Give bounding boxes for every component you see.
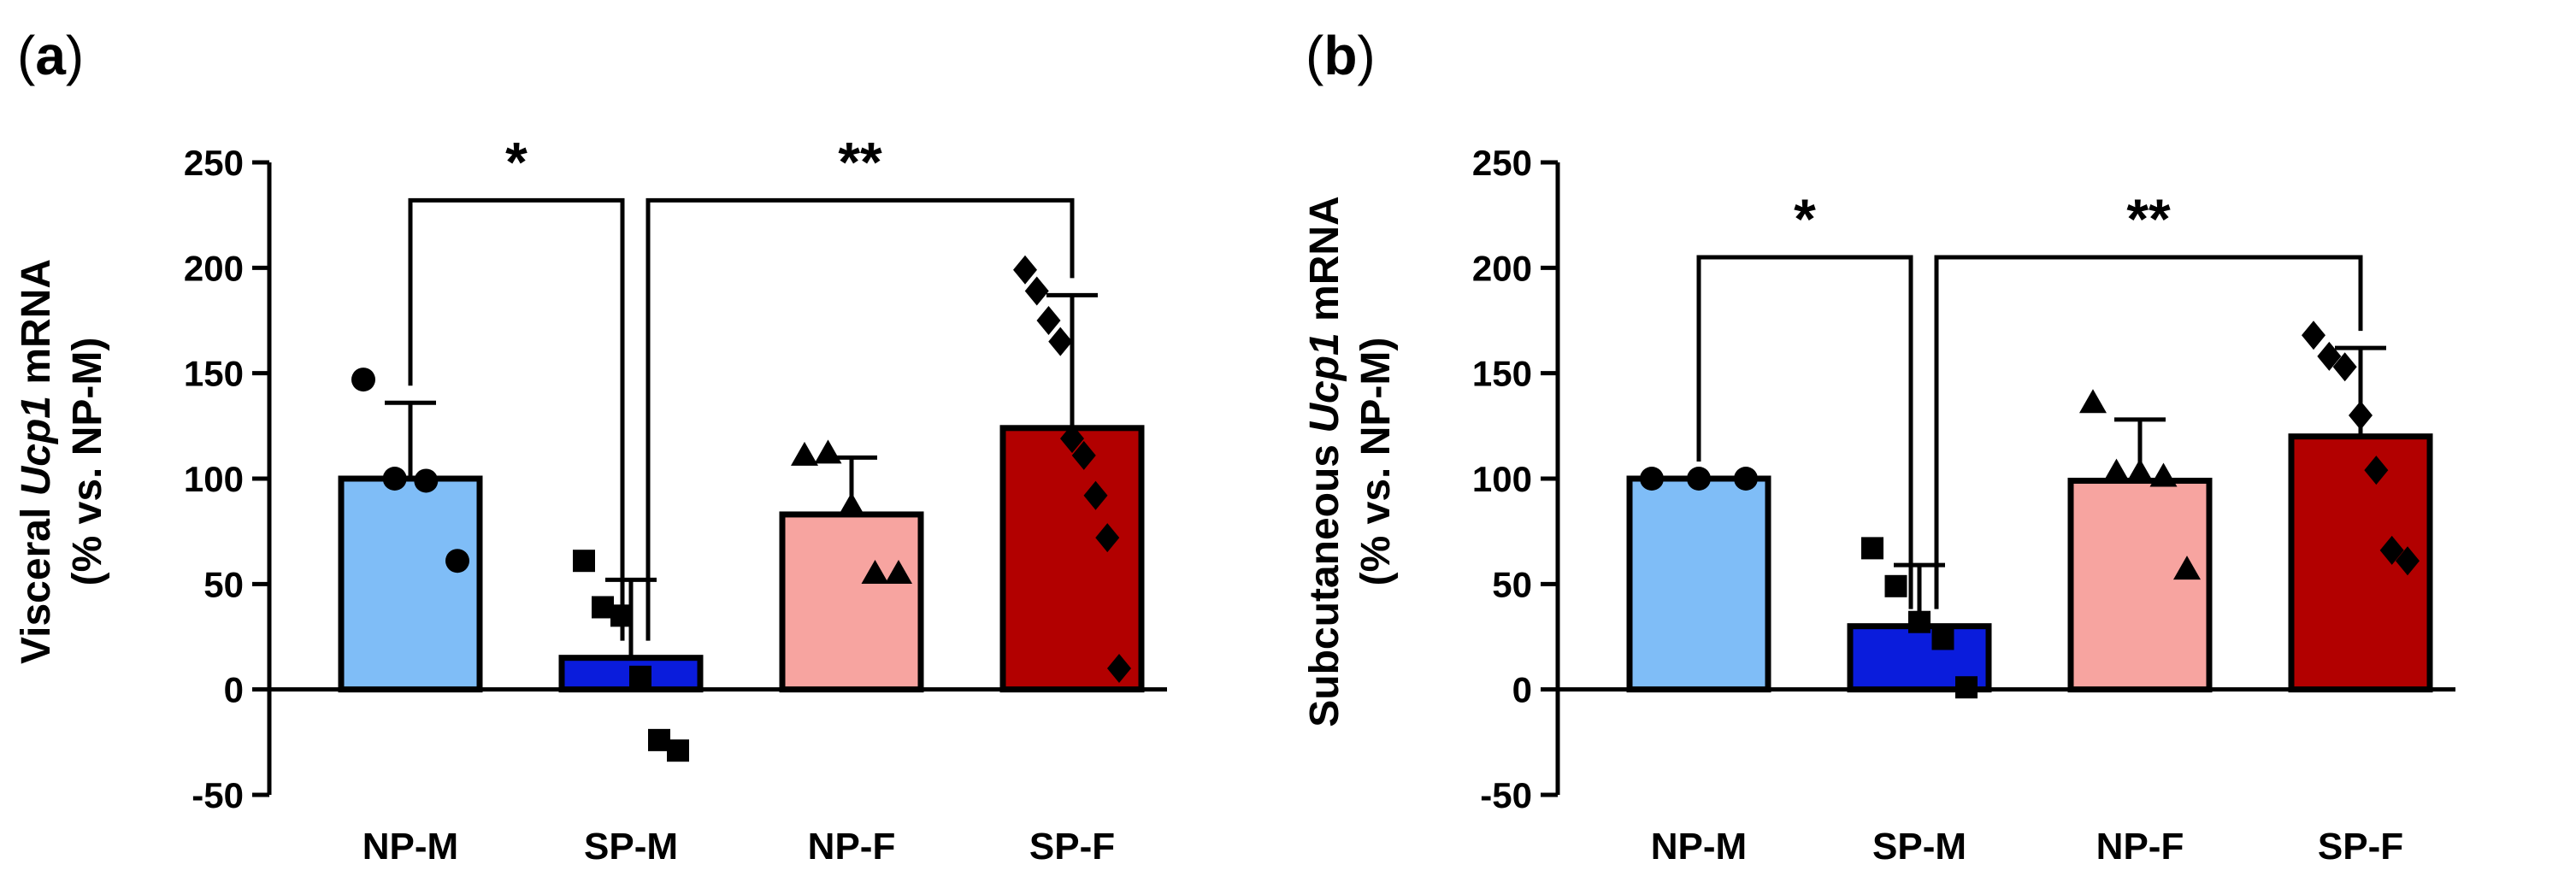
data-point-sp-m <box>648 728 670 751</box>
data-point-sp-f <box>2364 456 2389 485</box>
y-axis-label: Visceral Ucp1 mRNA <box>14 259 59 664</box>
data-point-np-f <box>838 492 865 517</box>
data-point-sp-m <box>592 596 614 619</box>
data-point-sp-f <box>1013 255 1037 285</box>
x-tick-label: SP-F <box>1029 826 1115 868</box>
y-tick-label: 200 <box>184 248 244 288</box>
y-axis-label-part: Visceral <box>14 496 59 664</box>
data-point-np-m <box>1734 467 1758 491</box>
significance-label: * <box>1794 187 1816 250</box>
bar-sp-f <box>999 425 1145 693</box>
y-axis-label-part: Ucp1 <box>14 396 59 496</box>
bar-np-m <box>338 475 483 693</box>
data-point-np-f <box>791 441 818 466</box>
data-point-sp-m <box>1884 574 1907 597</box>
y-axis-label-part: Subcutaneous <box>1302 433 1347 727</box>
data-point-np-m <box>414 468 439 493</box>
bar-chart-subcutaneous: Subcutaneous Ucp1 mRNA(% vs. NP-M) -50 0 50… <box>1302 143 2455 868</box>
panel-label-b: (b) <box>1306 25 1376 86</box>
y-tick-label: -50 <box>1480 775 1532 815</box>
y-tick-label: 250 <box>184 143 244 183</box>
x-tick-label: SP-F <box>2318 826 2403 868</box>
y-tick-label: -50 <box>192 775 244 815</box>
data-point-sp-m <box>667 739 689 762</box>
x-tick-label: SP-M <box>584 826 678 868</box>
data-point-sp-m <box>1861 537 1883 560</box>
x-tick-label: SP-M <box>1872 826 1966 868</box>
y-tick-label: 100 <box>1472 459 1532 499</box>
significance-label: ** <box>838 130 882 193</box>
data-point-sp-f <box>2317 341 2342 371</box>
bar-np-f <box>2067 477 2213 693</box>
data-point-sp-m <box>1908 610 1931 633</box>
data-point-sp-m <box>573 550 595 573</box>
data-point-sp-f <box>2396 546 2420 576</box>
chart-panel-b: (b) Subcutaneous Ucp1 mRNA (% vs. NP-M) -5… <box>1288 0 2576 894</box>
y-axis-label: Subcutaneous Ucp1 mRNA <box>1302 196 1347 726</box>
data-point-sp-f <box>1048 326 1073 356</box>
y-axis-label-part: mRNA <box>1302 196 1347 332</box>
data-point-np-f <box>2149 462 2178 487</box>
data-point-np-m <box>351 368 375 392</box>
chart-panel-a: (a) Visceral Ucp1 mRNA (% vs. NP-M) -50 0 50… <box>14 25 1167 868</box>
significance-label: ** <box>2126 187 2171 250</box>
data-point-sp-f <box>2332 352 2357 382</box>
data-point-sp-f <box>2349 401 2373 430</box>
data-point-np-m <box>1640 467 1664 491</box>
bar-chart-visceral: Visceral Ucp1 mRNA(% vs. NP-M) -50 0 50 100 1… <box>14 130 1167 868</box>
data-point-sp-f <box>2379 535 2404 565</box>
y-tick-label: 100 <box>184 459 244 499</box>
significance-bracket <box>408 197 625 641</box>
data-point-sp-f <box>1071 440 1096 470</box>
y-tick-label: 50 <box>203 564 244 604</box>
data-point-np-f <box>2173 556 2201 580</box>
data-point-sp-f <box>1060 424 1084 454</box>
data-point-np-m <box>382 467 407 491</box>
y-axis-label-line2: (% vs. NP-M) <box>65 338 110 586</box>
data-point-sp-f <box>1036 306 1061 335</box>
bar-np-f <box>779 511 924 693</box>
panel-label-a: (a) <box>17 25 85 86</box>
y-axis-label-line2: (% vs. NP-M) <box>1353 338 1399 586</box>
significance-bracket <box>1934 255 2363 609</box>
data-point-sp-m <box>1931 627 1954 650</box>
data-point-np-m <box>445 549 469 573</box>
data-point-np-f <box>2126 458 2154 483</box>
y-tick-label: 150 <box>1472 354 1532 394</box>
data-point-sp-f <box>1083 480 1108 510</box>
data-point-np-f <box>2079 389 2107 414</box>
y-axis-label-part: Ucp1 <box>1302 332 1347 432</box>
y-tick-label: 0 <box>224 670 244 710</box>
data-point-sp-f <box>1024 276 1049 306</box>
data-point-np-f <box>885 560 912 584</box>
data-point-np-m <box>1687 467 1711 491</box>
x-tick-label: NP-M <box>1651 826 1747 868</box>
x-tick-label: NP-F <box>2096 826 2184 868</box>
data-point-sp-f <box>1095 523 1120 553</box>
y-tick-label: 250 <box>1472 143 1532 183</box>
data-point-np-f <box>861 560 889 584</box>
y-tick-label: 0 <box>1512 670 1532 710</box>
significance-bracket <box>1696 255 1913 609</box>
y-tick-label: 150 <box>184 354 244 394</box>
data-point-sp-f <box>1107 654 1131 683</box>
significance-bracket <box>645 197 1075 641</box>
y-tick-label: 50 <box>1492 564 1532 604</box>
y-axis-label-part: mRNA <box>14 259 59 396</box>
significance-label: * <box>505 130 528 193</box>
data-point-sp-m <box>629 665 651 688</box>
data-point-sp-m <box>1955 676 1978 699</box>
data-point-np-f <box>2102 458 2131 483</box>
bar-np-m <box>1626 475 1771 693</box>
data-point-np-f <box>814 439 842 464</box>
x-tick-label: NP-M <box>363 826 458 868</box>
y-tick-label: 200 <box>1472 248 1532 288</box>
x-tick-label: NP-F <box>808 826 896 868</box>
data-point-sp-f <box>2302 321 2325 350</box>
